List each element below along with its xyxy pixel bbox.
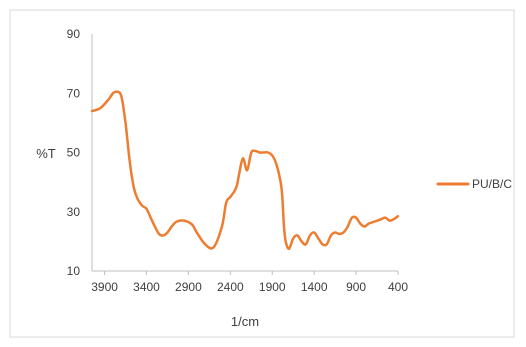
y-tick-label: 30 (67, 205, 81, 219)
legend-label: PU/B/C (472, 177, 512, 191)
x-tick-label: 3900 (91, 280, 118, 294)
x-tick-label: 900 (346, 280, 366, 294)
y-tick-label: 70 (67, 86, 81, 100)
series-area (90, 90, 400, 251)
x-tick-label: 1400 (301, 280, 328, 294)
x-tick-label: 1900 (259, 280, 286, 294)
chart-border (9, 9, 515, 338)
x-tick-label: 400 (388, 280, 408, 294)
x-tick-label: 2400 (217, 280, 244, 294)
x-axis-title: 1/cm (231, 314, 259, 329)
y-tick-label: 10 (67, 264, 81, 278)
series-line-pu-b-c (90, 90, 400, 251)
y-axis-title: %T (36, 146, 56, 161)
legend: PU/B/C (436, 177, 512, 191)
x-tick-labels: 3900 3400 2900 2400 1900 1400 900 400 (91, 271, 408, 294)
y-tick-label: 50 (67, 146, 81, 160)
x-tick-label: 3400 (133, 280, 160, 294)
y-tick-labels: 10 30 50 70 90 (67, 27, 81, 278)
x-tick-label: 2900 (175, 280, 202, 294)
y-tick-label: 90 (67, 27, 81, 41)
